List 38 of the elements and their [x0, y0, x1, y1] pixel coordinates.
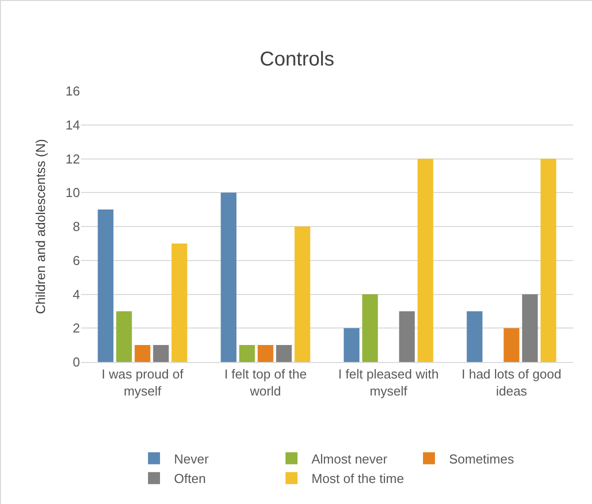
- legend-label: Most of the time: [311, 471, 404, 486]
- bar: [522, 294, 538, 362]
- bar: [399, 311, 415, 362]
- bar: [362, 294, 378, 362]
- chart-title: Controls: [260, 48, 334, 70]
- bar: [276, 345, 292, 362]
- bar: [98, 210, 114, 362]
- x-tick-label: I felt pleased with myself: [338, 366, 439, 398]
- y-tick-label: 6: [72, 252, 80, 268]
- x-tick-label: I was proud of myself: [102, 366, 184, 398]
- bar: [344, 328, 360, 362]
- bar: [134, 345, 150, 362]
- bar: [153, 345, 169, 362]
- y-tick-label: 4: [72, 286, 80, 302]
- x-tick-label: I had lots of good ideas: [462, 366, 562, 398]
- bar: [239, 345, 255, 362]
- legend-label: Sometimes: [448, 451, 514, 466]
- x-tick-label: I felt top of the world: [224, 366, 307, 398]
- legend-label: Never: [174, 451, 210, 466]
- bar: [504, 328, 520, 362]
- y-tick-label: 12: [66, 151, 80, 166]
- bar: [116, 311, 132, 362]
- y-tick-label: 10: [66, 185, 80, 200]
- y-tick-label: 0: [72, 354, 80, 370]
- legend-label: Often: [174, 471, 206, 486]
- y-tick-label: 2: [72, 320, 80, 336]
- y-tick-label: 16: [66, 84, 80, 99]
- y-tick-label: 8: [72, 219, 80, 234]
- bar: [172, 243, 188, 362]
- bar: [466, 311, 482, 362]
- y-axis-title: Children and adolescentss (N): [33, 139, 48, 314]
- legend-label: Almost never: [311, 451, 388, 466]
- y-tick-label: 14: [66, 117, 80, 132]
- bar: [418, 158, 434, 362]
- bar: [220, 192, 236, 362]
- bar: [258, 345, 274, 362]
- bar: [540, 158, 556, 362]
- bar: [294, 226, 310, 362]
